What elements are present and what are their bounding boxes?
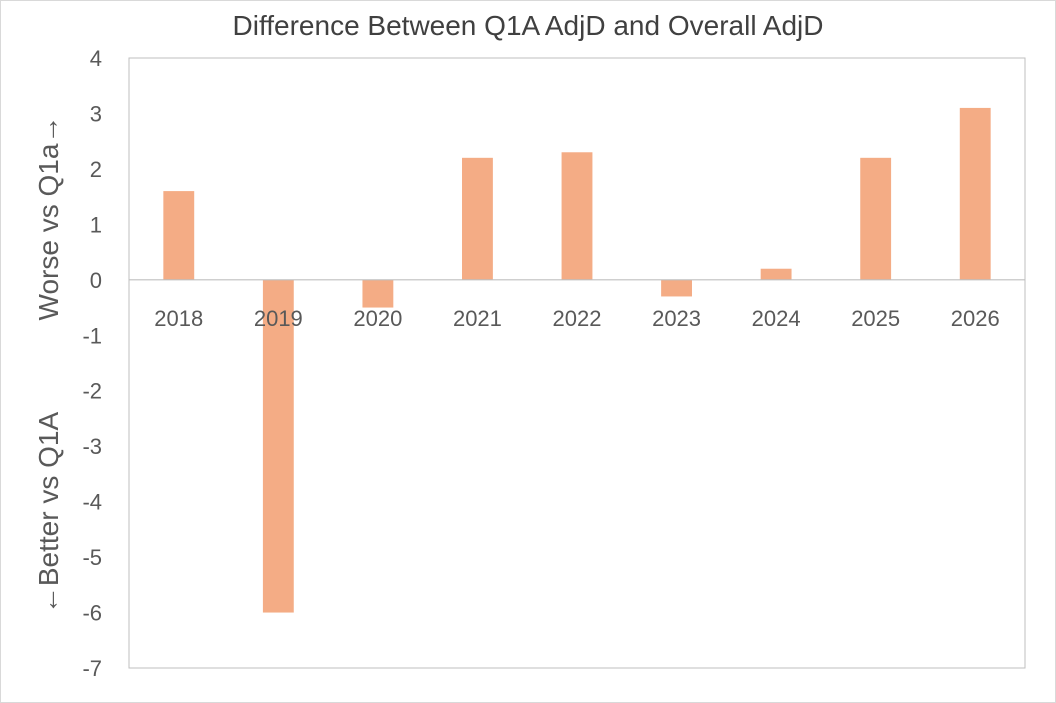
y-tick-label: -4 xyxy=(82,490,102,515)
x-tick-label-2026: 2026 xyxy=(951,306,1000,331)
y-tick-label: 2 xyxy=(90,157,102,182)
y-tick-label: 1 xyxy=(90,212,102,237)
y-tick-label: -3 xyxy=(82,434,102,459)
x-tick-label-2018: 2018 xyxy=(154,306,203,331)
y-axis-title-lower: ←Better vs Q1A xyxy=(33,412,64,615)
y-tick-label: 3 xyxy=(90,101,102,126)
y-tick-label: -7 xyxy=(82,656,102,681)
bar-2020 xyxy=(362,279,394,308)
x-tick-label-2019: 2019 xyxy=(254,306,303,331)
bar-2018 xyxy=(163,191,195,280)
y-tick-label: -6 xyxy=(82,601,102,626)
x-tick-label-2024: 2024 xyxy=(752,306,801,331)
bar-2019 xyxy=(262,279,294,613)
bar-2024 xyxy=(760,268,792,280)
bar-2021 xyxy=(462,157,493,280)
bar-2023 xyxy=(661,279,692,297)
x-tick-label-2022: 2022 xyxy=(553,306,602,331)
y-tick-label: 0 xyxy=(90,268,102,293)
chart-title: Difference Between Q1A AdjD and Overall … xyxy=(232,10,824,41)
bar-2025 xyxy=(860,157,892,280)
y-tick-label: 4 xyxy=(90,46,102,71)
y-tick-label: -2 xyxy=(82,379,102,404)
x-tick-label-2020: 2020 xyxy=(353,306,402,331)
plot-border xyxy=(128,57,1026,669)
y-tick-label: -1 xyxy=(82,323,102,348)
y-axis-title-upper: Worse vs Q1a→ xyxy=(33,116,64,321)
bar-2022 xyxy=(561,152,593,280)
y-tick-label: -5 xyxy=(82,545,102,570)
x-tick-label-2025: 2025 xyxy=(851,306,900,331)
x-tick-label-2021: 2021 xyxy=(453,306,502,331)
bar-2026 xyxy=(959,107,991,280)
x-tick-label-2023: 2023 xyxy=(652,306,701,331)
